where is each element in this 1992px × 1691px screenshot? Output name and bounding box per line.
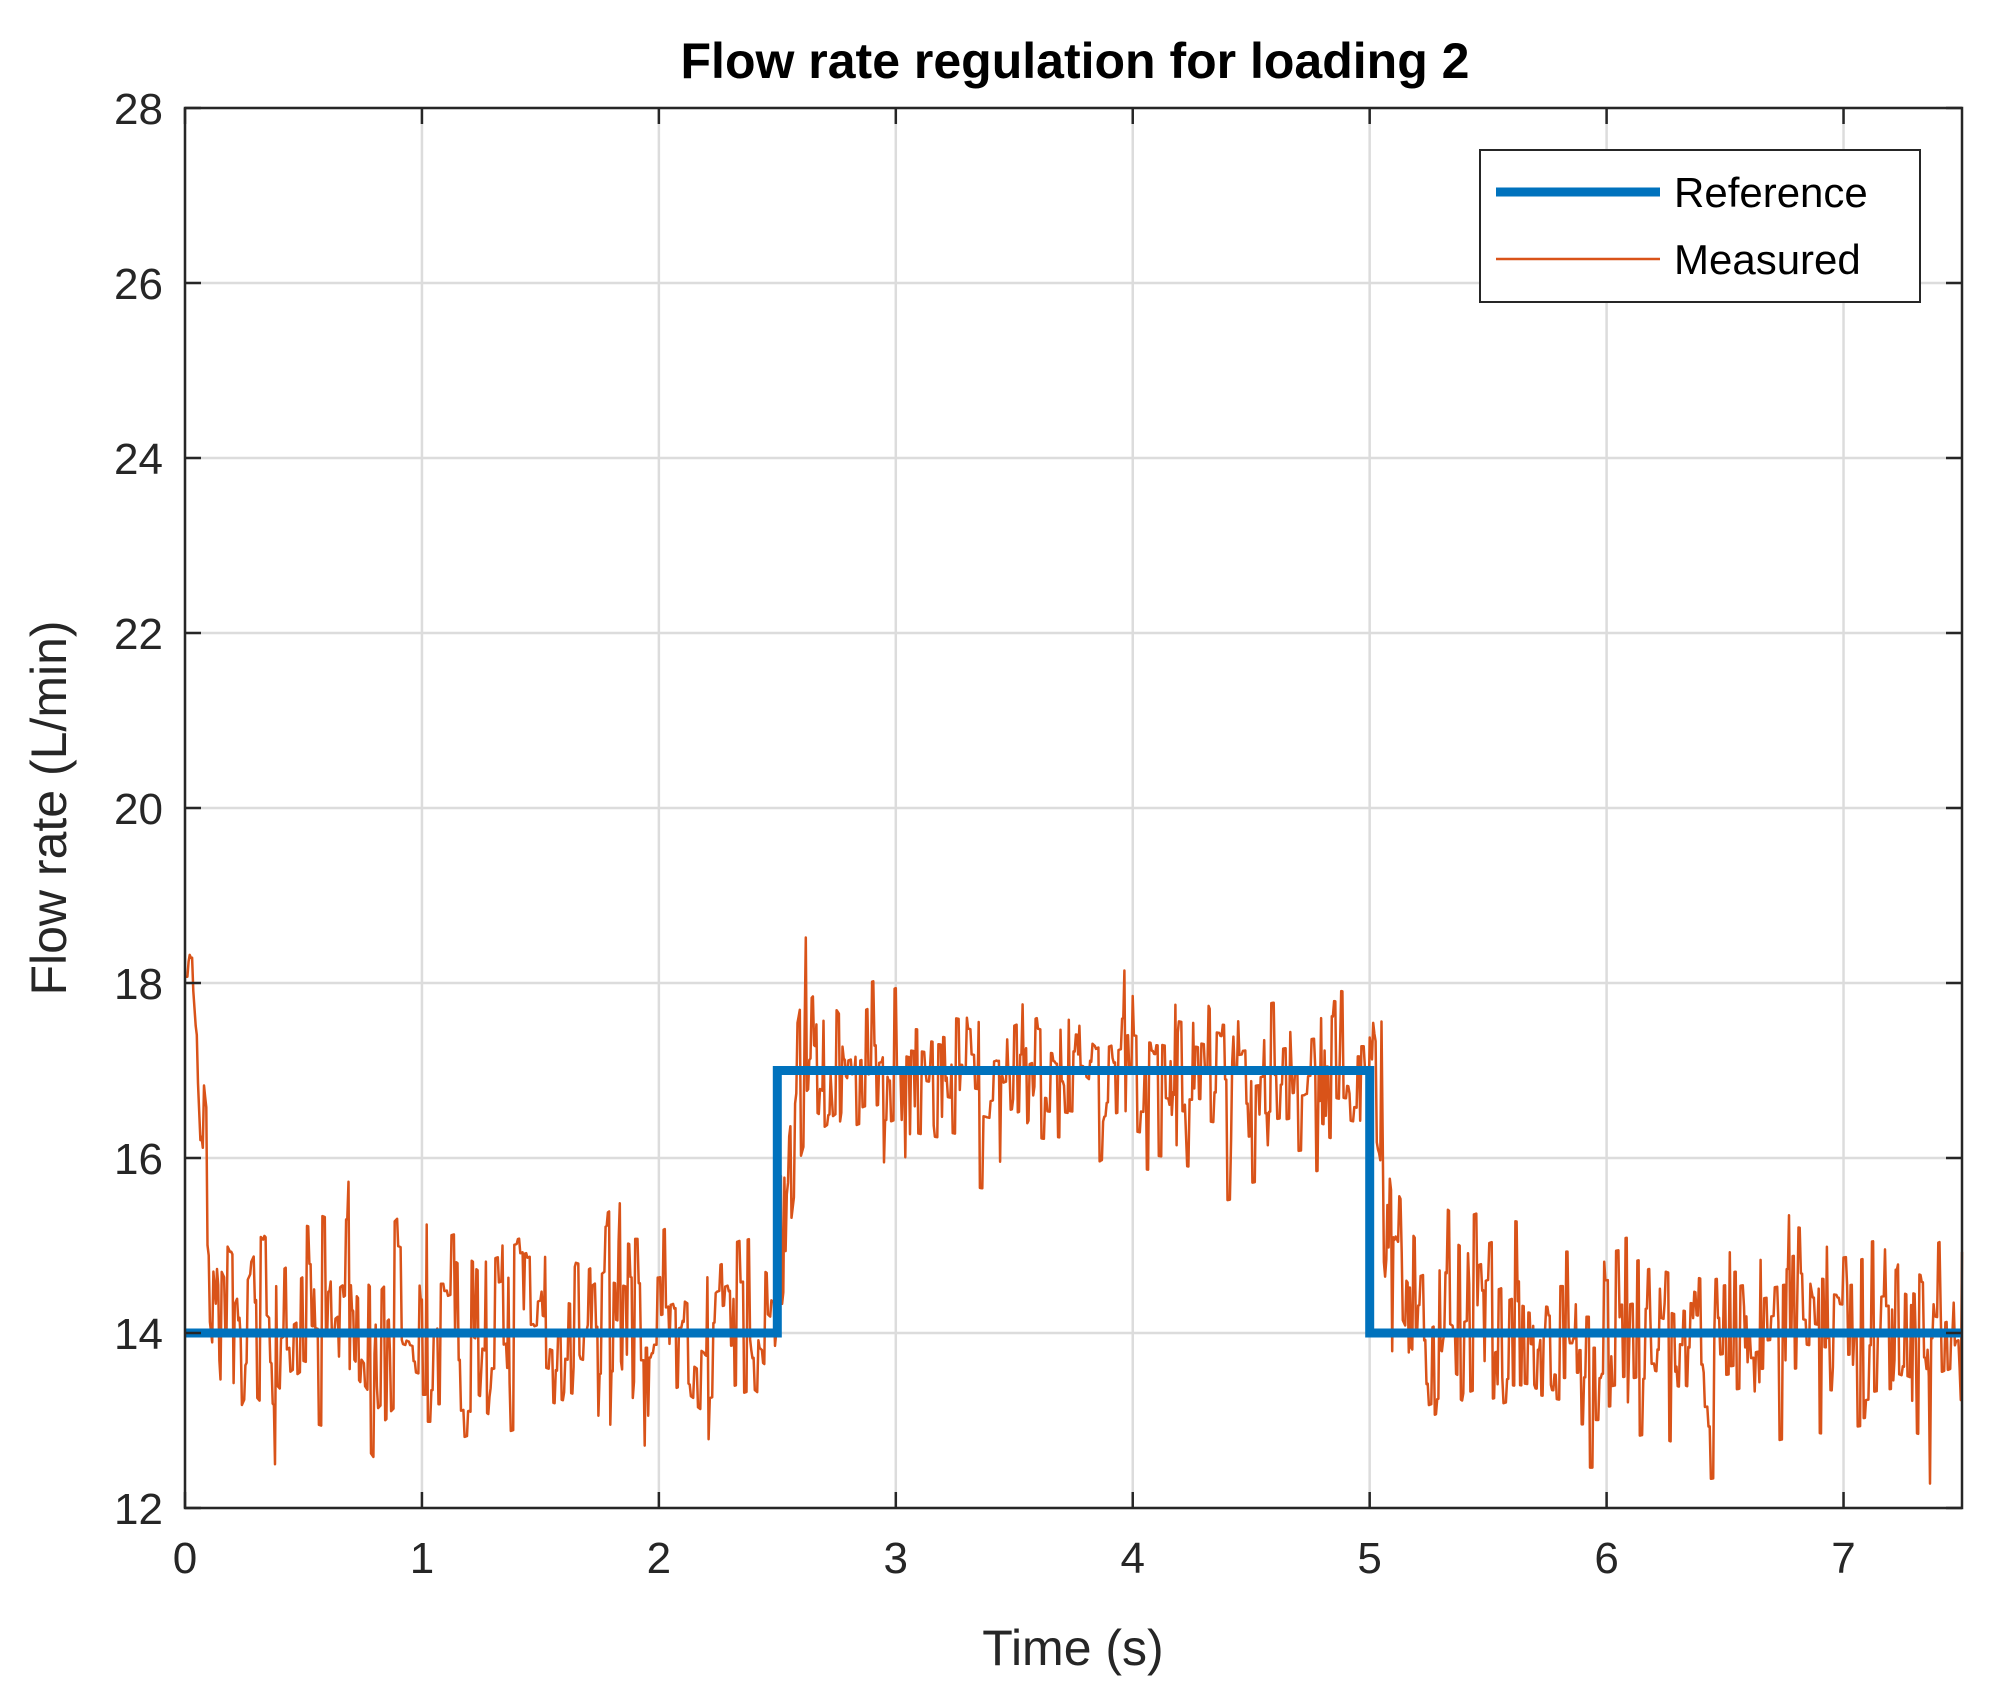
measured-line: [184, 936, 1964, 1485]
legend-reference-label: Reference: [1674, 169, 1868, 216]
x-tick-label: 5: [1357, 1534, 1381, 1583]
x-tick-label: 2: [647, 1534, 671, 1583]
x-tick-label: 3: [884, 1534, 908, 1583]
y-tick-label: 28: [114, 85, 163, 134]
x-tick-label: 6: [1594, 1534, 1618, 1583]
series-reference: [185, 1066, 1962, 1338]
x-tick-label: 0: [173, 1534, 197, 1583]
x-tick-label: 7: [1831, 1534, 1855, 1583]
reference-line: [185, 1066, 1962, 1338]
chart-title: Flow rate regulation for loading 2: [681, 33, 1470, 89]
legend: Reference Measured: [1479, 149, 1921, 303]
y-tick-labels: 12 14 16 18 20 22 24 26 28: [114, 85, 163, 1534]
y-tick-label: 16: [114, 1135, 163, 1184]
y-tick-label: 24: [114, 435, 163, 484]
x-tick-labels: 0 1 2 3 4 5 6 7: [173, 1534, 1856, 1583]
y-axis-label: Flow rate (L/min): [21, 620, 77, 995]
legend-box: [1479, 149, 1921, 303]
axis-ticks: [183, 106, 1962, 1510]
y-tick-label: 12: [114, 1485, 163, 1534]
x-axis-label: Time (s): [982, 1620, 1163, 1676]
plot-area: [183, 106, 1964, 1510]
x-tick-label: 4: [1120, 1534, 1144, 1583]
y-tick-label: 14: [114, 1310, 163, 1359]
y-tick-label: 22: [114, 610, 163, 659]
legend-measured-label: Measured: [1674, 236, 1861, 283]
series-measured: [184, 936, 1964, 1485]
x-tick-label: 1: [410, 1534, 434, 1583]
y-tick-label: 18: [114, 960, 163, 1009]
y-tick-label: 26: [114, 260, 163, 309]
y-tick-label: 20: [114, 785, 163, 834]
